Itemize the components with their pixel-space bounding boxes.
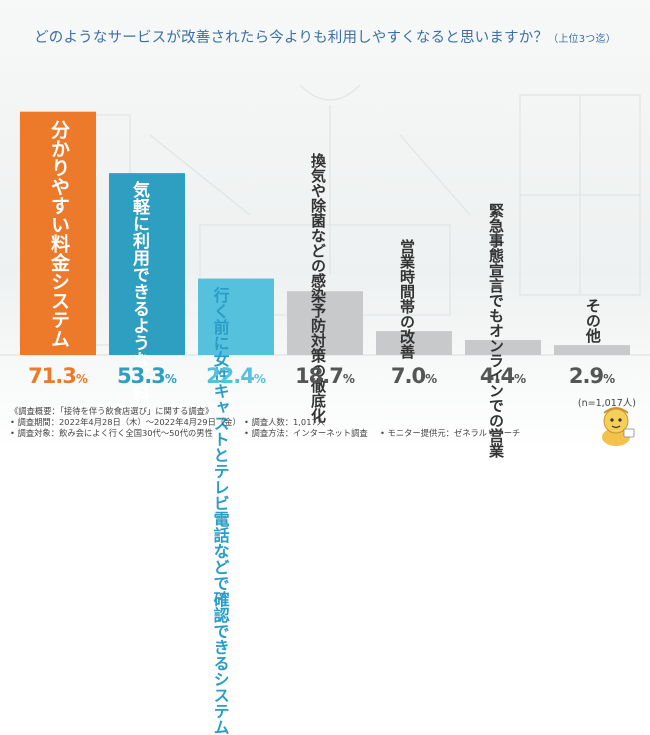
percent-sign: % <box>603 372 616 386</box>
survey-target: • 調査対象：飲み会によく行く全国30代～50代の男性 <box>10 428 213 438</box>
survey-period: • 調査期間：2022年4月28日（木）～2022年4月29日（金） <box>10 417 241 427</box>
percent-sign: % <box>164 372 177 386</box>
category-label-7: その他 <box>583 298 602 344</box>
category-label-line: テレビ電話などで <box>210 462 230 591</box>
survey-count: • 調査人数：1,017人 <box>244 417 326 427</box>
percent-sign: % <box>75 372 88 386</box>
category-label-line: 換気や除菌などの <box>309 153 327 274</box>
percent-sign: % <box>425 372 438 386</box>
bar-1 <box>20 111 96 355</box>
bar-2 <box>109 173 185 355</box>
value-label-7: 2.9% <box>547 364 637 388</box>
category-label-line: 感染予防対策の徹底化 <box>309 273 327 424</box>
value-number: 22.4 <box>206 364 255 388</box>
value-label-4: 18.7% <box>280 364 370 388</box>
value-number: 53.3 <box>117 364 166 388</box>
bar-5 <box>376 331 452 355</box>
category-label-line: その他 <box>583 298 602 344</box>
category-label-line: 改善 <box>398 329 416 360</box>
category-label-line: 営業時間帯の <box>398 239 416 330</box>
percent-sign: % <box>253 372 266 386</box>
bar-chart <box>20 111 630 355</box>
survey-provider: • モニター提供元：ゼネラルリサーチ <box>380 428 521 438</box>
survey-heading: 《調査概要：「接待を伴う飲食店選び」に関する調査》 <box>10 406 214 416</box>
value-number: 71.3 <box>28 364 77 388</box>
value-number: 18.7 <box>295 364 344 388</box>
value-label-6: 4.4% <box>458 364 548 388</box>
percent-sign: % <box>514 372 527 386</box>
chart-frame <box>0 0 650 450</box>
category-label-line: 気軽に利用できるような <box>128 181 149 369</box>
category-label-5: 営業時間帯の改善 <box>398 239 416 360</box>
category-label-line: 行く前に女性キャストと <box>210 286 230 463</box>
chart-title: どのようなサービスが改善されたら今よりも利用しやすくなると思いますか？（上位3つ… <box>0 26 650 47</box>
value-label-5: 7.0% <box>369 364 459 388</box>
bar-4 <box>287 291 363 355</box>
bar-7 <box>554 345 630 355</box>
category-label-line: オンラインでの営業 <box>487 322 505 458</box>
category-label-line: 分かりやすい料金システム <box>47 119 70 348</box>
category-label-1: 分かりやすい料金システム <box>47 119 70 348</box>
value-number: 4.4 <box>479 364 515 388</box>
category-label-2: 気軽に利用できるような低料金化 <box>128 181 149 437</box>
mascot-illustration <box>602 407 635 446</box>
value-number: 7.0 <box>390 364 426 388</box>
category-label-4: 換気や除菌などの感染予防対策の徹底化 <box>309 153 327 424</box>
category-label-6: 緊急事態宣言でもオンラインでの営業 <box>487 202 505 458</box>
value-label-2: 53.3% <box>102 364 192 388</box>
percent-sign: % <box>342 372 355 386</box>
bar-3 <box>198 278 274 355</box>
category-label-line: 確認できるシステム <box>210 590 230 735</box>
value-number: 2.9 <box>568 364 604 388</box>
category-label-3: 行く前に女性キャストとテレビ電話などで確認できるシステム <box>210 286 230 735</box>
sample-size-note: (n=1,017人) <box>577 398 636 409</box>
value-label-1: 71.3% <box>13 364 103 388</box>
value-label-3: 22.4% <box>191 364 281 388</box>
survey-method: • 調査方法：インターネット調査 <box>244 428 368 438</box>
category-label-line: 緊急事態宣言でも <box>487 202 505 323</box>
title-note: （上位3つ迄） <box>548 34 616 45</box>
title-question: どのようなサービスが改善されたら今よりも利用しやすくなると思いますか？ <box>34 30 549 46</box>
category-label-line: 低料金化 <box>128 368 149 437</box>
bar-6 <box>465 339 541 355</box>
